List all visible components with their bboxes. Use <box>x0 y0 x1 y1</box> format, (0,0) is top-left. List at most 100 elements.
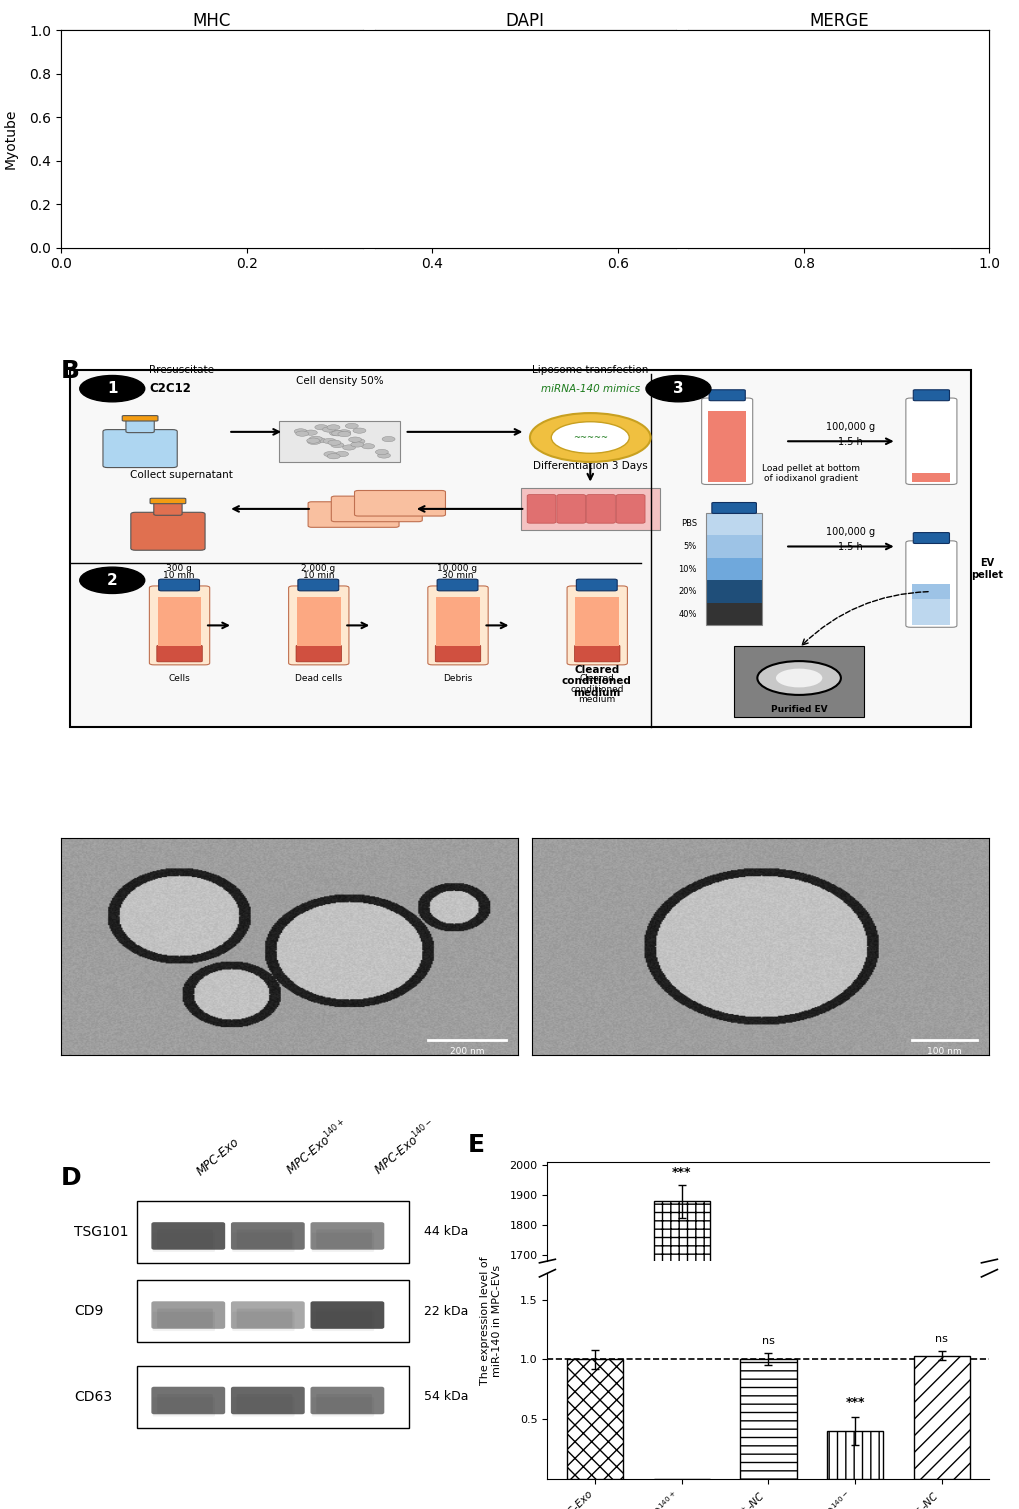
Circle shape <box>775 668 821 688</box>
FancyBboxPatch shape <box>151 1387 225 1414</box>
Circle shape <box>307 438 319 444</box>
FancyBboxPatch shape <box>567 585 627 665</box>
FancyBboxPatch shape <box>427 585 488 665</box>
Text: ***: *** <box>845 1396 864 1409</box>
Circle shape <box>322 427 335 432</box>
FancyBboxPatch shape <box>316 1230 372 1249</box>
Circle shape <box>308 439 320 445</box>
Text: 300 g: 300 g <box>166 564 192 573</box>
Circle shape <box>324 451 336 457</box>
FancyBboxPatch shape <box>436 598 479 646</box>
Circle shape <box>352 439 365 444</box>
Text: 100,000 g: 100,000 g <box>824 423 874 432</box>
FancyBboxPatch shape <box>905 398 956 484</box>
FancyBboxPatch shape <box>232 1233 294 1252</box>
FancyBboxPatch shape <box>705 558 761 581</box>
FancyBboxPatch shape <box>122 415 158 421</box>
FancyBboxPatch shape <box>157 1308 213 1328</box>
Circle shape <box>331 430 344 436</box>
Text: ***: *** <box>672 1166 691 1179</box>
Text: EV
pellet: EV pellet <box>970 558 1002 579</box>
FancyBboxPatch shape <box>707 410 746 481</box>
Text: 10,000 g: 10,000 g <box>437 564 477 573</box>
Circle shape <box>315 424 327 430</box>
Text: 40%: 40% <box>678 610 696 619</box>
Circle shape <box>362 444 374 448</box>
FancyBboxPatch shape <box>150 498 185 504</box>
FancyBboxPatch shape <box>556 495 585 524</box>
Text: Cell density 50%: Cell density 50% <box>296 376 383 386</box>
Text: CD63: CD63 <box>74 1390 112 1403</box>
Circle shape <box>550 421 629 453</box>
FancyBboxPatch shape <box>153 1311 215 1331</box>
Text: Cleared
conditioned
medium: Cleared conditioned medium <box>561 665 631 699</box>
FancyBboxPatch shape <box>437 579 478 592</box>
Text: 20%: 20% <box>678 587 696 596</box>
FancyBboxPatch shape <box>708 389 745 401</box>
Circle shape <box>375 450 388 454</box>
Circle shape <box>323 439 335 444</box>
FancyBboxPatch shape <box>296 646 341 662</box>
FancyBboxPatch shape <box>138 1366 409 1428</box>
Text: Differentiation 3 Days: Differentiation 3 Days <box>532 462 647 471</box>
FancyBboxPatch shape <box>157 1230 213 1249</box>
Text: Cells: Cells <box>168 675 190 684</box>
FancyBboxPatch shape <box>911 584 950 599</box>
Circle shape <box>327 441 340 445</box>
Title: DAPI: DAPI <box>505 12 544 30</box>
FancyBboxPatch shape <box>308 502 398 527</box>
FancyBboxPatch shape <box>527 495 555 524</box>
FancyBboxPatch shape <box>574 646 620 662</box>
FancyBboxPatch shape <box>711 502 756 513</box>
FancyBboxPatch shape <box>230 1387 305 1414</box>
Circle shape <box>530 413 650 462</box>
FancyBboxPatch shape <box>151 1301 225 1329</box>
Title: MHC: MHC <box>193 12 231 30</box>
FancyBboxPatch shape <box>905 540 956 628</box>
FancyBboxPatch shape <box>331 496 422 522</box>
Text: Debris: Debris <box>442 675 472 684</box>
FancyBboxPatch shape <box>705 604 761 625</box>
Bar <box>653 1201 709 1509</box>
Circle shape <box>351 442 364 447</box>
Text: TSG101: TSG101 <box>74 1225 128 1239</box>
Circle shape <box>304 430 317 435</box>
Text: ns: ns <box>761 1335 774 1346</box>
FancyBboxPatch shape <box>316 1394 372 1414</box>
Circle shape <box>342 445 356 450</box>
FancyBboxPatch shape <box>701 398 752 484</box>
Circle shape <box>348 438 361 442</box>
FancyBboxPatch shape <box>157 1394 213 1414</box>
Text: A: A <box>61 32 81 56</box>
Text: miRNA-140 mimics: miRNA-140 mimics <box>540 383 639 394</box>
Title: MERGE: MERGE <box>808 12 868 30</box>
Circle shape <box>79 567 145 593</box>
Text: Load pellet at bottom
of iodixanol gradient: Load pellet at bottom of iodixanol gradi… <box>761 463 859 483</box>
FancyBboxPatch shape <box>575 598 619 646</box>
FancyBboxPatch shape <box>230 1222 305 1249</box>
FancyBboxPatch shape <box>288 585 348 665</box>
Text: 10 min: 10 min <box>163 572 195 581</box>
FancyBboxPatch shape <box>312 1311 374 1331</box>
FancyBboxPatch shape <box>310 1301 384 1329</box>
FancyBboxPatch shape <box>586 495 614 524</box>
FancyBboxPatch shape <box>312 1397 374 1417</box>
Text: Purified EV: Purified EV <box>770 705 826 714</box>
Text: MPC-Exo: MPC-Exo <box>194 1135 242 1179</box>
Circle shape <box>645 376 710 401</box>
Text: 1: 1 <box>107 382 117 397</box>
FancyBboxPatch shape <box>435 646 480 662</box>
FancyBboxPatch shape <box>158 598 201 646</box>
FancyBboxPatch shape <box>705 536 761 558</box>
Circle shape <box>337 432 351 436</box>
Text: 100,000 g: 100,000 g <box>824 527 874 537</box>
FancyBboxPatch shape <box>232 1397 294 1417</box>
Text: ns: ns <box>934 1334 948 1343</box>
Circle shape <box>330 442 343 448</box>
FancyBboxPatch shape <box>125 418 154 433</box>
FancyBboxPatch shape <box>149 585 210 665</box>
Text: C2C12: C2C12 <box>149 382 192 395</box>
FancyBboxPatch shape <box>705 513 761 536</box>
Bar <box>740 1360 796 1479</box>
FancyBboxPatch shape <box>236 1230 292 1249</box>
